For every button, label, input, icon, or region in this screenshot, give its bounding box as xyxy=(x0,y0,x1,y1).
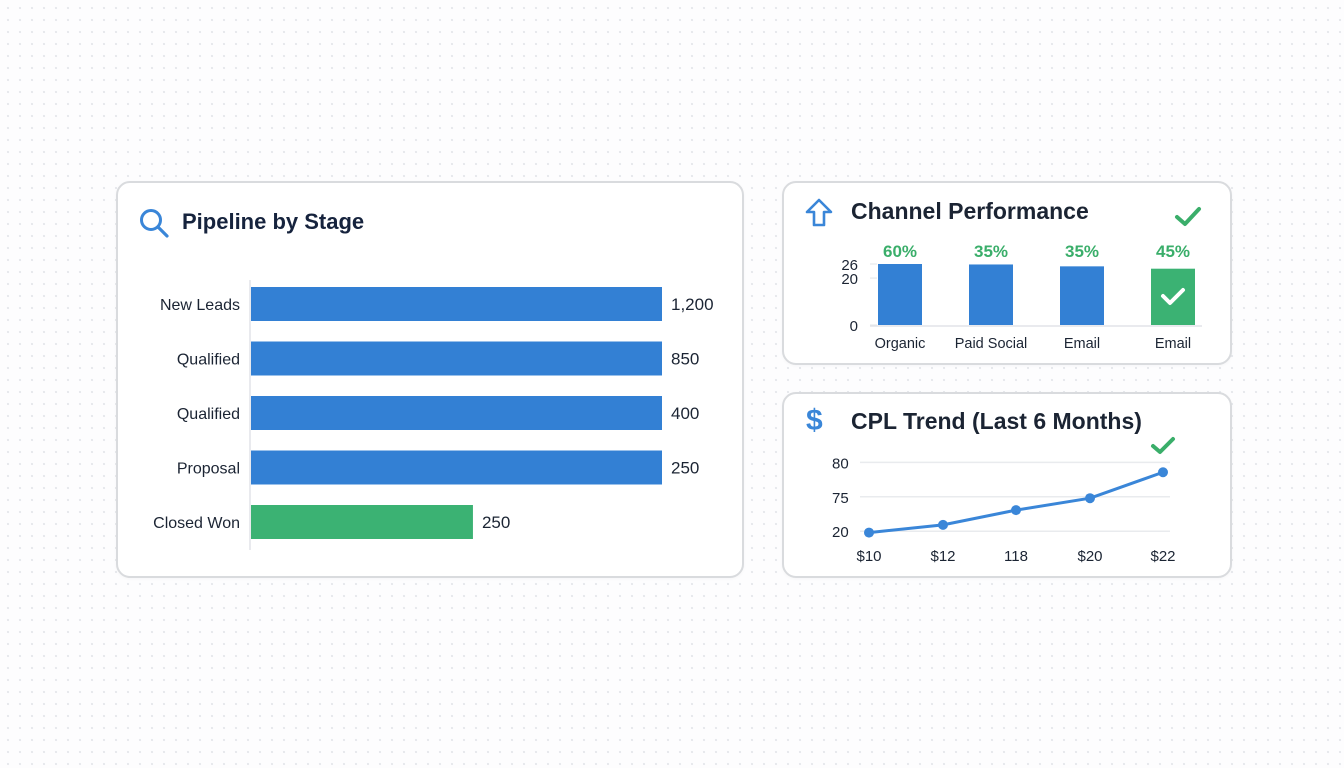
value-label-3: 250 xyxy=(671,459,699,478)
category-label-0: Organic xyxy=(875,336,926,352)
data-point-2 xyxy=(1011,505,1021,516)
bar-2 xyxy=(251,396,662,430)
y-tick-2: 80 xyxy=(832,455,849,472)
bar-0 xyxy=(878,264,922,325)
x-tick-2: 118 xyxy=(1004,548,1028,565)
value-label-1: 850 xyxy=(671,350,699,369)
bar-4 xyxy=(251,505,473,539)
pipeline-title: Pipeline by Stage xyxy=(182,209,365,234)
check-icon xyxy=(1151,437,1175,454)
cpl-card: $ CPL Trend (Last 6 Months) 20 75 80 $10 $12… xyxy=(782,392,1232,578)
value-label-2: 35% xyxy=(1065,242,1099,261)
category-label-3: Email xyxy=(1155,336,1191,352)
channel-card: Channel Performance 0 20 26 60% Organic 35% Pa… xyxy=(782,181,1232,365)
cpl-title: CPL Trend (Last 6 Months) xyxy=(851,408,1142,434)
x-tick-1: $12 xyxy=(930,548,955,565)
category-label-1: Paid Social xyxy=(955,336,1028,352)
data-point-3 xyxy=(1085,493,1095,504)
bar-3 xyxy=(1151,268,1195,325)
bar-check-icon xyxy=(1161,288,1185,305)
category-label-2: Qualified xyxy=(177,406,240,423)
value-label-2: 400 xyxy=(671,404,699,423)
pipeline-chart: New Leads 1,200 Qualified 850 Qualified 400 Pr… xyxy=(153,280,714,550)
check-icon xyxy=(1175,207,1201,226)
cpl-chart: 20 75 80 $10 $12 118 $20 $22 xyxy=(832,455,1176,565)
y-tick-2: 26 xyxy=(841,257,858,274)
category-label-3: Proposal xyxy=(177,461,240,478)
y-tick-0: 0 xyxy=(850,318,858,335)
arrow-up-icon xyxy=(805,198,833,227)
data-point-1 xyxy=(938,519,948,530)
bar-3 xyxy=(251,450,662,485)
category-label-1: Qualified xyxy=(177,352,240,369)
bar-1 xyxy=(969,264,1013,325)
value-label-0: 60% xyxy=(883,242,917,261)
category-label-4: Closed Won xyxy=(153,515,240,532)
category-label-0: New Leads xyxy=(160,297,240,314)
value-label-3: 45% xyxy=(1156,242,1190,261)
bar-1 xyxy=(251,341,662,376)
trend-line xyxy=(868,470,1164,535)
y-tick-1: 75 xyxy=(832,490,849,507)
channel-title: Channel Performance xyxy=(851,198,1089,224)
value-label-4: 250 xyxy=(482,513,510,532)
bar-2 xyxy=(1060,266,1104,325)
data-point-4 xyxy=(1158,467,1168,478)
x-tick-4: $22 xyxy=(1150,548,1175,565)
y-tick-0: 20 xyxy=(832,524,849,541)
value-label-0: 1,200 xyxy=(671,295,714,314)
dollar-icon: $ xyxy=(806,404,823,437)
category-label-2: Email xyxy=(1064,336,1100,352)
search-icon xyxy=(140,209,169,238)
x-tick-3: $20 xyxy=(1077,548,1102,565)
value-label-1: 35% xyxy=(974,242,1008,261)
pipeline-card: Pipeline by Stage New Leads 1,200 Qualifie… xyxy=(116,181,744,578)
data-point-0 xyxy=(864,527,874,538)
x-tick-0: $10 xyxy=(856,548,881,565)
bar-0 xyxy=(251,287,662,321)
y-tick-1: 20 xyxy=(841,271,858,288)
